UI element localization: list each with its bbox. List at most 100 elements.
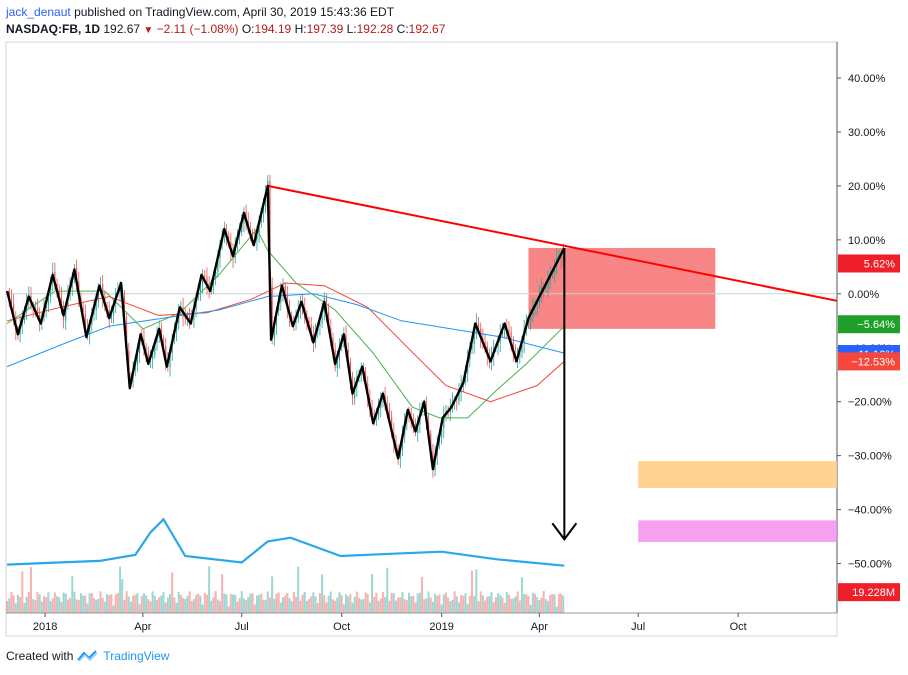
volume-bar [427, 591, 430, 613]
volume-bar [377, 600, 380, 613]
volume-bar [390, 592, 393, 613]
open-label: O: [241, 22, 255, 36]
volume-bar [286, 592, 289, 613]
candle-body [443, 415, 445, 429]
volume-bar [110, 594, 113, 613]
volume-bar [38, 594, 41, 613]
volume-bar [232, 594, 235, 613]
x-tick-label: Oct [333, 621, 350, 633]
candle-body [354, 386, 356, 399]
volume-bar [264, 599, 267, 613]
candle-body [484, 342, 486, 346]
volume-bar [536, 597, 539, 613]
volume-bar [43, 596, 46, 613]
volume-bar [399, 597, 402, 613]
volume-bar [34, 599, 37, 613]
volume-bar [392, 593, 395, 613]
volume-bar [260, 593, 263, 613]
volume-bar [379, 598, 382, 613]
volume-bar [560, 593, 563, 613]
volume-bar [121, 578, 124, 613]
candle-body [95, 301, 97, 310]
volume-bar [77, 599, 80, 613]
volume-bar [440, 604, 443, 613]
volume-bar [218, 600, 221, 613]
volume-bar [62, 592, 65, 613]
volume-bar [329, 591, 332, 613]
volume-bar [540, 597, 543, 613]
tradingview-brand-link[interactable]: TradingView [103, 649, 170, 663]
y-tick-label: −20.00% [848, 397, 892, 409]
volume-bar [251, 593, 254, 613]
volume-bar [490, 592, 493, 613]
volume-bar [75, 599, 78, 613]
author-link[interactable]: jack_denaut [6, 5, 71, 19]
volume-bar [205, 594, 208, 613]
candle-body [280, 292, 282, 303]
volume-bar [279, 602, 282, 613]
price-badge-bg [838, 254, 900, 273]
candle-body [532, 308, 534, 317]
volume-bar [471, 570, 474, 613]
volume-bar [221, 573, 224, 613]
volume-bar [8, 598, 11, 613]
volume-bar [338, 592, 341, 613]
price-badge-label: −5.64% [857, 319, 895, 331]
volume-bar [381, 592, 384, 613]
candle-body [112, 304, 115, 316]
volume-bar [266, 591, 269, 613]
volume-bar [71, 575, 74, 613]
volume-bar [542, 591, 545, 613]
moving-average-line [6, 293, 565, 368]
volume-bar [373, 596, 376, 613]
volume-bar [123, 599, 126, 613]
high-label: H: [294, 22, 307, 36]
volume-bar [149, 601, 152, 613]
candle-body [217, 258, 219, 273]
symbol-label[interactable]: NASDAQ:FB, 1D [6, 22, 101, 36]
volume-bar [106, 594, 109, 613]
candle-body [8, 291, 10, 298]
volume-bar [182, 597, 185, 613]
volume-bar [277, 592, 280, 613]
low-label: L: [346, 22, 357, 36]
volume-bar [66, 599, 69, 613]
volume-bar [171, 572, 174, 613]
candle-body [508, 330, 510, 332]
candle-body [440, 428, 443, 438]
candle-body [256, 235, 258, 242]
volume-bar [145, 595, 148, 613]
volume-bar [90, 593, 93, 613]
volume-bar [49, 601, 52, 613]
y-tick-label: 0.00% [848, 289, 879, 301]
volume-bar [475, 569, 478, 613]
volume-bar [408, 592, 411, 613]
volume-bar [401, 591, 404, 613]
volume-bar [169, 593, 172, 613]
price-change: −2.11 (−1.08%) [156, 22, 239, 36]
volume-bar [353, 596, 356, 613]
volume-bar [299, 600, 302, 613]
open-value: 194.19 [254, 22, 292, 36]
volume-bar [429, 597, 432, 613]
volume-bar [310, 596, 313, 613]
candle-body [319, 323, 321, 326]
candle-body [139, 338, 141, 354]
volume-bar [288, 598, 291, 613]
low-value: 192.28 [356, 22, 394, 36]
volume-bar [360, 599, 363, 613]
candle-body [391, 416, 393, 433]
volume-bar [505, 592, 508, 613]
volume-bar [86, 603, 89, 613]
volume-bar [416, 593, 419, 613]
candle-body [169, 353, 171, 368]
volume-bar [494, 597, 497, 613]
volume-bar [488, 596, 491, 613]
candle-body [430, 433, 432, 452]
candle-body [338, 346, 341, 361]
volume-bar [119, 566, 122, 613]
volume-bar [462, 595, 465, 613]
volume-bar [223, 593, 226, 613]
volume-bar [323, 595, 326, 613]
